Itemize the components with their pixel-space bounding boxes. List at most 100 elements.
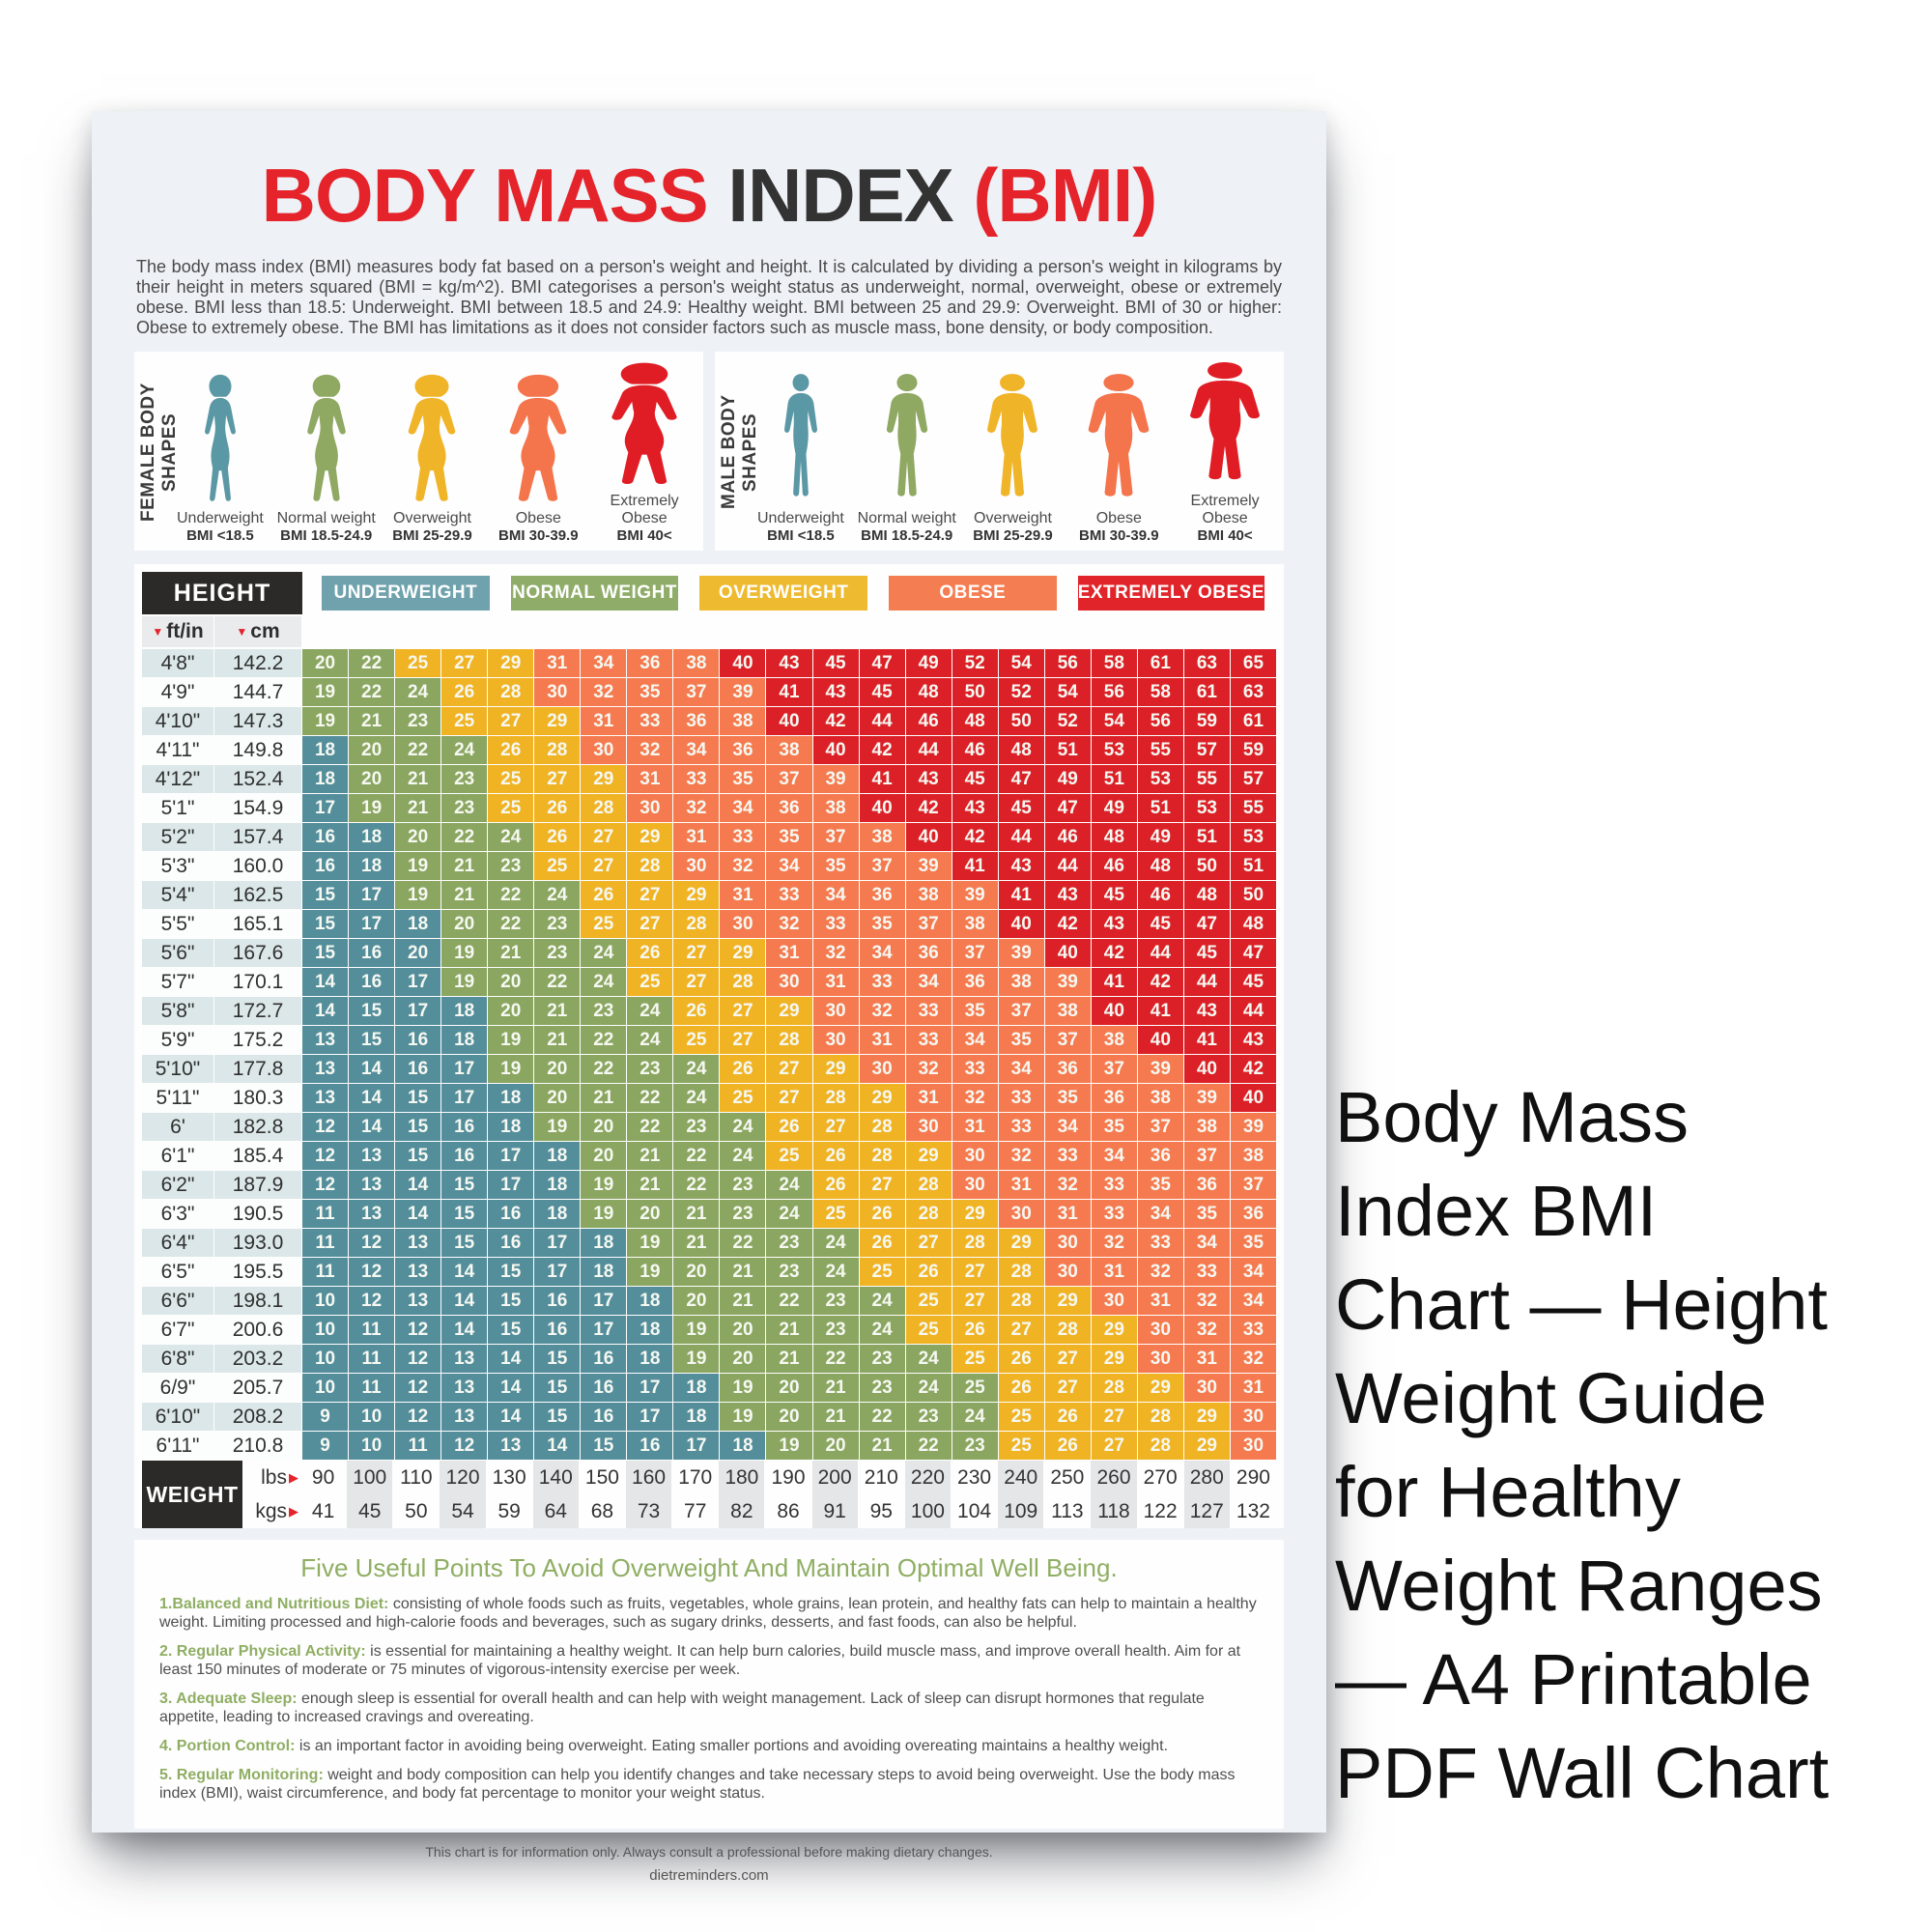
height-cm-cell: 175.2 <box>214 1026 301 1054</box>
lbs-value: 140 <box>532 1461 579 1494</box>
bmi-cell: 15 <box>534 1345 581 1373</box>
bmi-cell: 22 <box>859 1403 905 1431</box>
height-ftin-cell: 5'9" <box>142 1026 213 1054</box>
bmi-cell: 15 <box>488 1316 534 1344</box>
height-cm-cell: 208.2 <box>214 1403 301 1431</box>
bmi-table: HEIGHT UNDERWEIGHT NORMAL WEIGHT OVERWEIGH… <box>134 564 1284 1528</box>
height-ftin-cell: 4'11" <box>142 736 213 764</box>
bmi-cell: 29 <box>1091 1345 1137 1373</box>
bmi-cell: 16 <box>627 1432 673 1460</box>
lbs-values-row: 90 100 110 120 130 140 150 160 170 180 190 200 210 22… <box>300 1461 1276 1494</box>
bmi-cell: 19 <box>673 1345 720 1373</box>
table-row-5'6": 5'6" 167.6 15 16 20 19 21 23 24 26 27 29 31 32 34 36 37 3… <box>142 939 1276 967</box>
bmi-cell: 24 <box>488 823 534 851</box>
bmi-cell: 27 <box>581 852 627 880</box>
bmi-cell: 16 <box>581 1345 627 1373</box>
bmi-cell: 29 <box>952 1200 998 1228</box>
point-text: weight and body composition can help you… <box>159 1767 1236 1802</box>
bmi-cell: 21 <box>534 1026 581 1054</box>
bmi-cell: 41 <box>1183 1026 1230 1054</box>
bmi-cell: 32 <box>581 678 627 706</box>
bmi-cell: 34 <box>766 852 812 880</box>
shape-name: Underweight <box>176 510 264 526</box>
bmi-cell: 44 <box>1044 852 1091 880</box>
bmi-cell: 27 <box>673 939 720 967</box>
caption-line: Weight Guide <box>1335 1358 1767 1438</box>
bmi-cell: 24 <box>720 1113 766 1141</box>
height-ftin-cell: 5'2" <box>142 823 213 851</box>
bmi-cell: 19 <box>488 1026 534 1054</box>
bmi-cell: 34 <box>812 881 859 909</box>
bmi-cell: 47 <box>859 649 905 677</box>
bmi-cell: 19 <box>581 1200 627 1228</box>
bmi-cell: 27 <box>673 968 720 996</box>
height-cm-cell: 142.2 <box>214 649 301 677</box>
bmi-cell: 33 <box>905 1026 952 1054</box>
bmi-cell: 30 <box>1137 1316 1183 1344</box>
bmi-cell: 19 <box>673 1316 720 1344</box>
bmi-cell: 23 <box>441 765 488 793</box>
bmi-cell: 35 <box>952 997 998 1025</box>
bmi-cell: 30 <box>905 1113 952 1141</box>
bmi-cell: 48 <box>1183 881 1230 909</box>
bmi-cell: 17 <box>534 1258 581 1286</box>
kgs-values-row: 41 45 50 54 59 64 68 73 77 82 86 91 95 100 104 109 113 11… <box>300 1494 1276 1528</box>
body-shape-figure-male-0: Underweight BMI <18.5 <box>748 359 854 545</box>
bmi-cell: 30 <box>859 1055 905 1083</box>
bmi-cell: 27 <box>766 1084 812 1112</box>
bmi-cell: 24 <box>673 1084 720 1112</box>
kgs-value: 50 <box>405 1499 428 1522</box>
table-row-6'11": 6'11" 210.8 9 10 11 12 13 14 15 16 17 18 19 20 21 22 23 2… <box>142 1432 1276 1460</box>
bmi-cell: 45 <box>1183 939 1230 967</box>
table-subheader-row: ▼ ft/in ▼ cm <box>142 616 1276 647</box>
site-name: dietreminders.com <box>649 1867 769 1884</box>
bmi-cell: 43 <box>1044 881 1091 909</box>
shape-range: BMI <18.5 <box>767 527 835 544</box>
bmi-cell: 31 <box>905 1084 952 1112</box>
legend-bar-2: OVERWEIGHT <box>699 576 868 611</box>
bmi-cell: 34 <box>1230 1258 1276 1286</box>
bmi-cell: 42 <box>905 794 952 822</box>
bmi-cell: 41 <box>1137 997 1183 1025</box>
bmi-cell: 34 <box>998 1055 1044 1083</box>
bmi-cell: 32 <box>1044 1171 1091 1199</box>
legend-bar-3: OBESE <box>889 576 1057 611</box>
height-ftin-cell: 6' <box>142 1113 213 1141</box>
bmi-cell: 13 <box>441 1345 488 1373</box>
bmi-cell: 31 <box>1044 1200 1091 1228</box>
bmi-cell: 42 <box>1230 1055 1276 1083</box>
bmi-cell: 11 <box>395 1432 441 1460</box>
bmi-cell: 19 <box>488 1055 534 1083</box>
bmi-cell: 20 <box>488 968 534 996</box>
bmi-cell: 32 <box>766 910 812 938</box>
bmi-cell: 28 <box>859 1113 905 1141</box>
bmi-cell: 34 <box>859 939 905 967</box>
bmi-cell: 32 <box>673 794 720 822</box>
bmi-cell: 32 <box>1183 1287 1230 1315</box>
bmi-cell: 21 <box>441 881 488 909</box>
bmi-cell: 28 <box>673 910 720 938</box>
bmi-cell: 13 <box>302 1026 349 1054</box>
bmi-cell: 58 <box>1137 678 1183 706</box>
bmi-cell: 34 <box>905 968 952 996</box>
bmi-cell: 56 <box>1137 707 1183 735</box>
bmi-cell: 40 <box>905 823 952 851</box>
caption-line: Chart — Height <box>1335 1264 1828 1345</box>
bmi-cell: 39 <box>1183 1084 1230 1112</box>
kgs-value: 95 <box>869 1499 893 1522</box>
table-row-6'3": 6'3" 190.5 11 13 14 15 16 18 19 20 21 23 24 25 26 28 29 3… <box>142 1200 1276 1228</box>
point-lead: 2. Regular Physical Activity: <box>159 1643 366 1660</box>
height-ftin-cell: 4'10" <box>142 707 213 735</box>
bmi-cell: 24 <box>766 1171 812 1199</box>
height-cm-cell: 152.4 <box>214 765 301 793</box>
bmi-cell: 35 <box>859 910 905 938</box>
bmi-cell: 21 <box>812 1403 859 1431</box>
bmi-cell: 31 <box>952 1113 998 1141</box>
bmi-cell: 29 <box>1137 1374 1183 1402</box>
bmi-cell: 19 <box>302 707 349 735</box>
bmi-cell: 38 <box>952 910 998 938</box>
bmi-cell: 25 <box>766 1142 812 1170</box>
bmi-cell: 23 <box>905 1403 952 1431</box>
lbs-value: 230 <box>957 1465 992 1489</box>
bmi-cell: 34 <box>1091 1142 1137 1170</box>
